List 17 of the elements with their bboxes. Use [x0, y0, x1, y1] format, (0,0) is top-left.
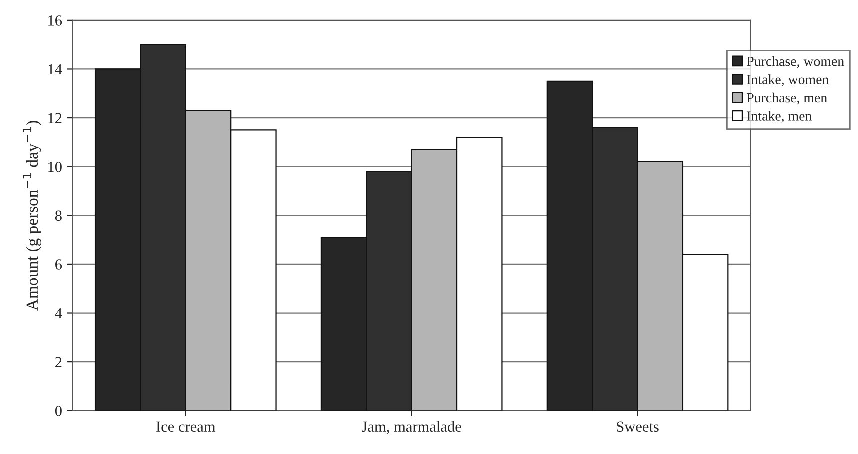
x-tick-label: Sweets — [617, 422, 659, 432]
legend-label: Intake, women — [747, 74, 829, 86]
y-tick-label: 16 — [48, 16, 62, 26]
legend-label: Purchase, women — [747, 56, 844, 68]
y-tick-label: 14 — [48, 64, 62, 75]
y-tick-label: 10 — [48, 162, 62, 172]
x-tick-label: Ice cream — [156, 422, 216, 432]
y-tick-label: 8 — [55, 210, 62, 222]
y-tick-label: 0 — [55, 406, 62, 416]
y-tick-label: 4 — [55, 308, 62, 319]
y-tick-label: 12 — [48, 113, 62, 124]
legend-label: Purchase, men — [747, 92, 828, 105]
y-tick-label: 2 — [56, 357, 62, 368]
legend-label: Intake, men — [747, 111, 812, 123]
y-tick-label: 6 — [56, 260, 62, 270]
y-axis-title: Amount (g person$^{−1}$ day$^{−1}$) — [23, 121, 42, 311]
x-tick-label: Jam, marmalade — [362, 421, 462, 434]
